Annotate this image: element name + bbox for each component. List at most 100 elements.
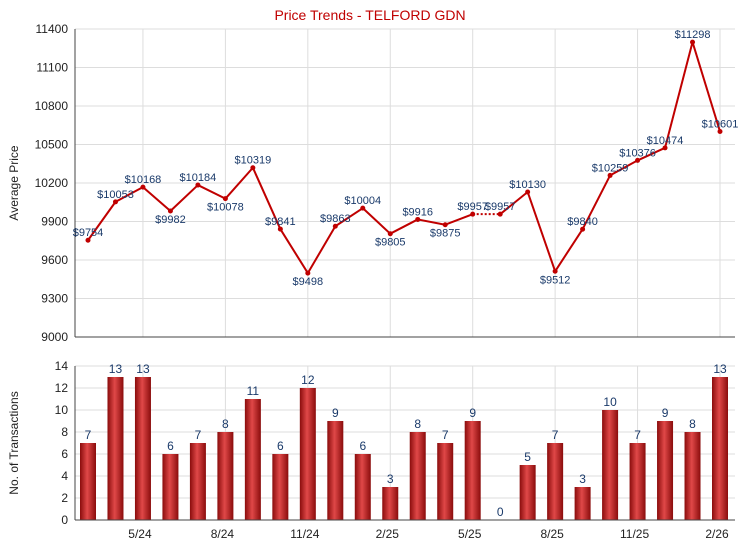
transaction-bar	[244, 399, 261, 520]
price-line-segment	[499, 191, 529, 215]
x-tick-label: 8/25	[540, 527, 564, 541]
transaction-bar	[272, 454, 289, 520]
price-label: $9863	[320, 213, 351, 225]
price-line-segment	[197, 184, 226, 200]
price-line-segment	[664, 41, 694, 149]
price-label: $9498	[293, 276, 324, 288]
price-point	[140, 184, 146, 190]
price-label: $10601	[702, 119, 739, 131]
transaction-bar	[162, 454, 179, 520]
price-label: $10078	[207, 202, 244, 214]
bar-value-label: 3	[387, 472, 394, 486]
price-point	[580, 226, 586, 232]
price-point	[387, 231, 393, 237]
bar-value-label: 9	[662, 406, 669, 420]
price-line-segment	[142, 186, 172, 212]
transaction-bar	[602, 410, 619, 520]
price-label: $9841	[265, 216, 296, 228]
price-line-segment	[389, 218, 419, 235]
price-point	[607, 172, 613, 178]
transaction-bar	[217, 432, 234, 520]
price-line-segment	[334, 207, 364, 228]
y-tick-label: 10800	[35, 99, 69, 113]
price-line-segment	[691, 41, 721, 132]
transaction-bar	[107, 377, 124, 520]
transaction-bar	[327, 421, 344, 520]
y-tick-label: 6	[61, 447, 68, 461]
price-label: $9957	[485, 201, 516, 213]
bar-value-label: 3	[579, 472, 586, 486]
price-label: $10184	[180, 172, 217, 184]
y-tick-label: 10	[55, 403, 69, 417]
bar-value-label: 0	[497, 505, 504, 519]
transaction-bar	[409, 432, 426, 520]
y-axis-title: Average Price	[7, 145, 21, 220]
price-line-segment	[306, 225, 337, 274]
y-tick-label: 9600	[41, 253, 68, 267]
price-point	[112, 199, 118, 205]
price-label: $10376	[619, 147, 656, 159]
price-line-segment	[169, 184, 199, 212]
price-label: $10319	[235, 155, 272, 167]
y-tick-label: 9000	[41, 330, 68, 344]
price-line-segment	[87, 201, 117, 241]
price-label: $10259	[592, 162, 629, 174]
price-line-segment	[609, 159, 639, 177]
price-point	[497, 211, 503, 217]
x-tick-label: 11/25	[620, 527, 649, 541]
price-line-segment	[444, 213, 474, 226]
y-tick-label: 10500	[35, 138, 69, 152]
x-tick-label: 2/26	[705, 527, 729, 541]
price-label: $11298	[675, 29, 711, 41]
bar-value-label: 5	[524, 450, 531, 464]
price-point	[662, 145, 668, 151]
y-tick-label: 9300	[41, 292, 68, 306]
x-tick-label: 8/24	[211, 527, 235, 541]
price-line-segment	[279, 228, 309, 274]
bar-value-label: 7	[195, 428, 202, 442]
price-point	[195, 182, 201, 188]
price-point	[167, 208, 173, 214]
price-point	[415, 216, 421, 222]
price-label: $9916	[402, 206, 433, 218]
bar-value-label: 10	[603, 395, 617, 409]
price-line-segment	[362, 207, 391, 235]
y-tick-label: 12	[55, 381, 69, 395]
price-point	[525, 189, 531, 195]
x-tick-label: 5/24	[128, 527, 152, 541]
y-tick-label: 14	[55, 359, 69, 373]
price-line-segment	[554, 228, 584, 272]
y-tick-label: 11100	[36, 61, 68, 75]
price-point	[277, 226, 283, 232]
price-point	[360, 205, 366, 211]
transaction-bar	[712, 377, 728, 520]
price-label: $9875	[430, 228, 461, 240]
transaction-bar	[134, 377, 151, 520]
transaction-bar	[464, 421, 481, 520]
bar-value-label: 8	[222, 417, 229, 431]
price-point	[442, 222, 448, 228]
transaction-bar	[629, 443, 646, 520]
price-label: $9754	[73, 227, 104, 239]
transaction-bar	[189, 443, 206, 520]
transaction-bar	[80, 443, 96, 520]
x-tick-label: 11/24	[290, 527, 319, 541]
transaction-bar	[684, 432, 701, 520]
y-tick-label: 4	[61, 469, 68, 483]
price-point	[222, 196, 228, 202]
price-line-segment	[581, 174, 611, 230]
bar-value-label: 6	[359, 439, 366, 453]
bar-value-label: 6	[277, 439, 284, 453]
bar-value-label: 13	[713, 362, 727, 376]
x-tick-label: 5/25	[458, 527, 482, 541]
bar-value-label: 11	[247, 384, 260, 398]
bar-value-label: 8	[689, 417, 696, 431]
y-axis-title: No. of Transactions	[7, 391, 21, 494]
y-tick-label: 0	[61, 513, 68, 527]
transaction-bar	[299, 388, 316, 520]
price-point	[717, 129, 723, 135]
price-label: $10004	[344, 195, 381, 207]
price-label: $9512	[540, 274, 571, 286]
bar-value-label: 13	[136, 362, 150, 376]
